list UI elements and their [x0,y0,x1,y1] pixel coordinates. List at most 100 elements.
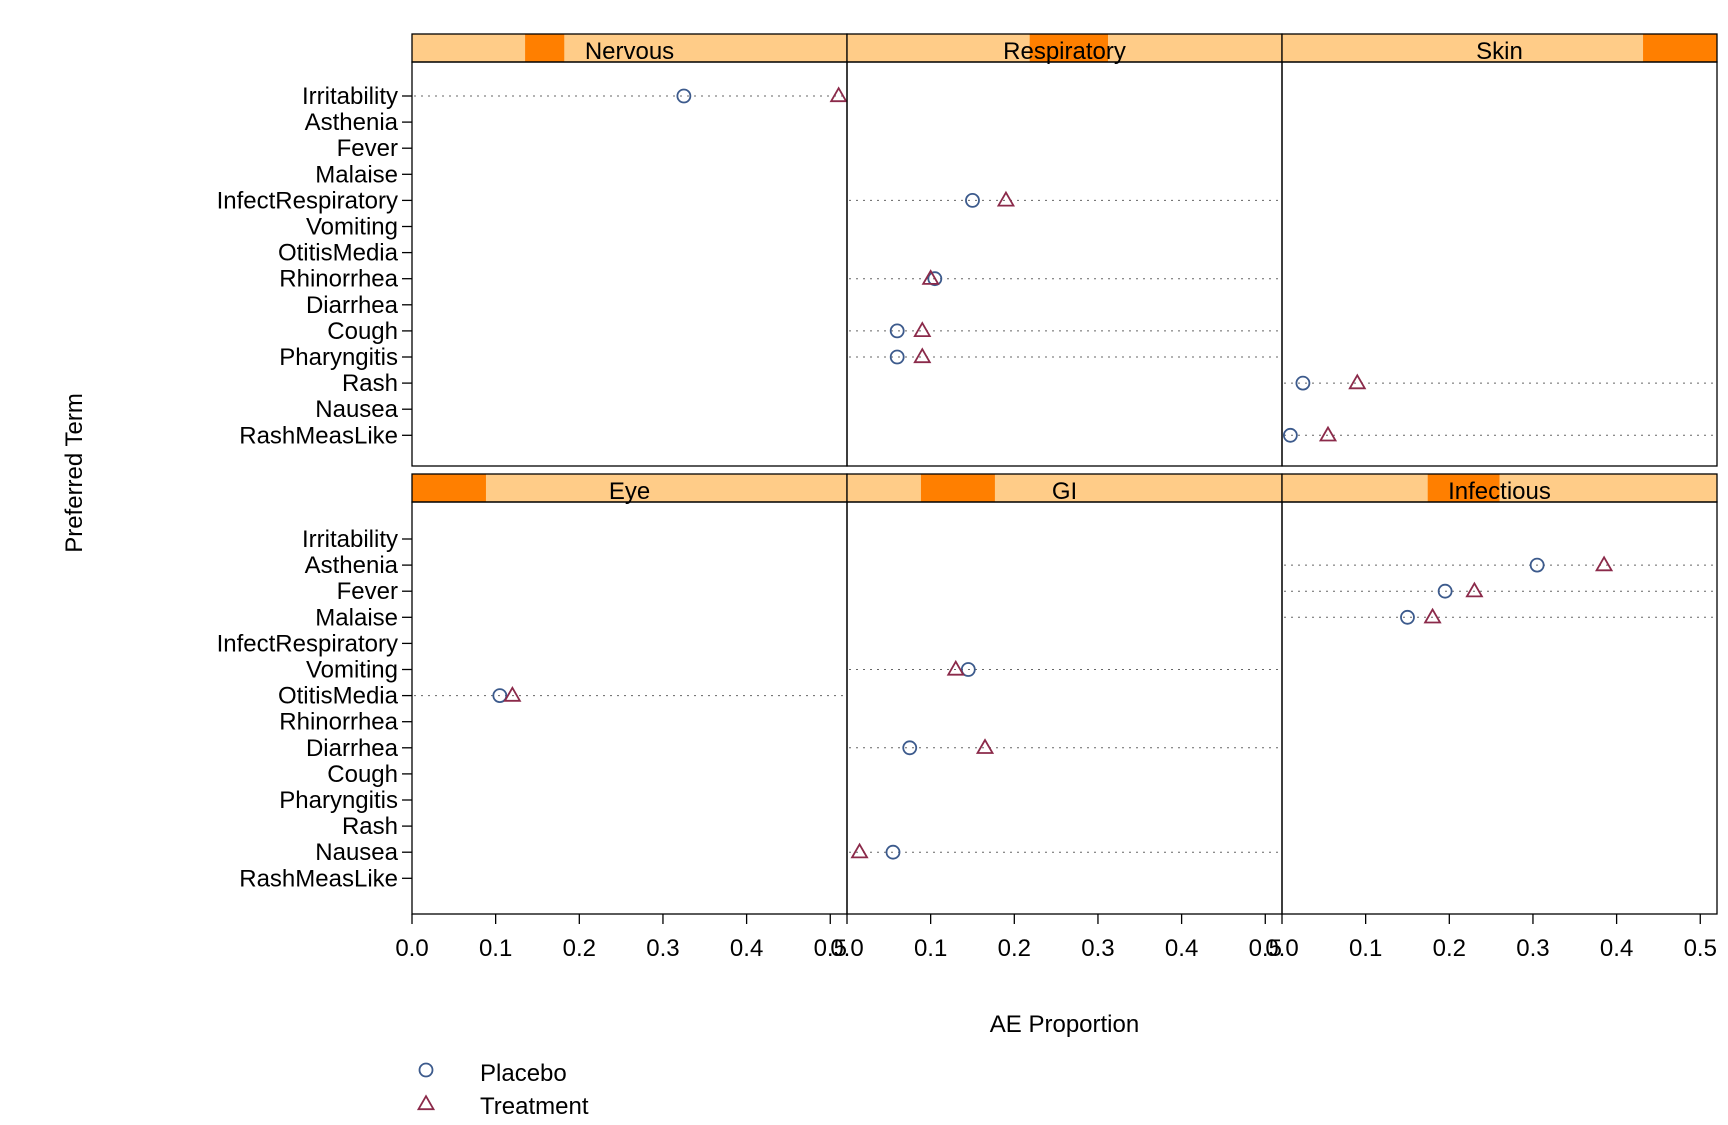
placebo-point [885,844,901,860]
y-tick-label: Diarrhea [306,292,399,319]
placebo-point [965,192,980,208]
panel-title: GI [1052,478,1077,505]
treatment-point [921,269,940,285]
x-tick-label: 0.2 [998,935,1031,962]
legend-label-placebo: Placebo [480,1060,567,1087]
legend-treatment-icon [416,1094,436,1111]
strip-highlight [1643,34,1717,62]
y-tick-label: Cough [327,761,398,788]
y-tick-label: Asthenia [305,109,399,136]
x-tick-label: 0.5 [814,935,847,962]
y-tick-label: InfectRespiratory [217,630,398,657]
x-tick-label: 0.0 [830,935,863,962]
y-tick-label: RashMeasLike [239,865,398,892]
treatment-point [1318,425,1338,442]
panel-title: Nervous [585,38,674,65]
treatment-point [975,738,995,754]
x-tick-label: 0.0 [395,935,428,962]
treatment-point [1348,373,1367,390]
y-tick-label: Pharyngitis [279,787,398,814]
strip-background [847,474,1282,502]
y-tick-label: Fever [337,578,398,605]
y-tick-label: Rhinorrhea [279,266,398,293]
y-tick-label: Asthenia [305,552,399,579]
x-tick-label: 0.0 [1265,935,1298,962]
placebo-point [1529,557,1545,573]
y-tick-label: Cough [327,318,398,345]
x-tick-label: 0.5 [1684,935,1717,962]
y-tick-label: RashMeasLike [239,422,398,449]
strip-background [412,34,847,62]
panel-title: Skin [1476,38,1523,65]
y-tick-label: Vomiting [306,214,398,241]
panel-frame [1281,501,1718,915]
treatment-point [1465,581,1484,598]
placebo-point [902,740,918,756]
y-tick-label: Irritability [302,526,398,553]
x-tick-label: 0.1 [914,935,947,962]
panel-title: Infectious [1448,478,1551,505]
placebo-point [960,662,976,677]
strip-highlight [525,34,565,62]
x-tick-label: 0.3 [1516,935,1549,962]
panel-frame [1281,61,1718,467]
x-tick-label: 0.3 [646,935,679,962]
panel-title: Eye [609,478,650,505]
x-axis-title: AE Proportion [990,1011,1139,1038]
strip-highlight [1427,474,1500,502]
y-tick-label: Diarrhea [306,735,399,762]
y-tick-label: Fever [337,135,398,162]
y-tick-label: Irritability [302,83,398,110]
placebo-point [1295,375,1311,391]
x-tick-label: 0.4 [1165,935,1198,962]
placebo-point [889,323,905,339]
panel-frame [846,61,1283,467]
y-tick-label: OtitisMedia [278,240,399,267]
placebo-point [889,349,905,365]
y-tick-label: Nausea [315,839,398,866]
x-tick-label: 0.2 [1433,935,1466,962]
placebo-point [676,88,692,104]
placebo-point [927,271,943,287]
y-tick-label: Rhinorrhea [279,709,398,736]
strip-highlight [1029,34,1108,62]
placebo-point [492,688,508,703]
x-tick-label: 0.1 [1349,935,1382,962]
y-axis-title: Preferred Term [61,393,88,553]
panel-title: Respiratory [1003,38,1126,65]
x-tick-label: 0.1 [479,935,512,962]
treatment-point [946,659,965,676]
y-tick-label: Rash [342,370,398,397]
x-tick-label: 0.4 [730,935,763,962]
x-tick-label: 0.2 [563,935,596,962]
treatment-point [829,86,848,103]
y-tick-label: OtitisMedia [278,683,399,710]
placebo-point [1400,609,1415,625]
treatment-point [913,321,932,338]
y-tick-label: Malaise [315,161,398,188]
x-tick-label: 0.4 [1600,935,1633,962]
treatment-point [1423,607,1442,624]
panel-frame [411,501,848,915]
legend-label-treatment: Treatment [480,1093,589,1120]
legend-placebo-icon [418,1062,434,1078]
y-tick-label: InfectRespiratory [217,187,398,214]
x-tick-label: 0.3 [1081,935,1114,962]
treatment-point [913,347,932,364]
panel-frame [411,61,848,467]
y-tick-label: Pharyngitis [279,344,398,371]
placebo-point [1437,583,1453,599]
placebo-point [1282,427,1298,443]
y-tick-label: Nausea [315,396,398,423]
y-tick-label: Rash [342,813,398,840]
treatment-point [1595,555,1614,572]
strip-highlight [412,474,486,502]
treatment-point [996,190,1016,207]
y-tick-label: Malaise [315,604,398,631]
treatment-point [850,842,869,859]
y-tick-label: Vomiting [306,657,398,684]
treatment-point [503,685,522,702]
x-tick-label: 0.5 [1249,935,1282,962]
strip-highlight [920,474,995,502]
